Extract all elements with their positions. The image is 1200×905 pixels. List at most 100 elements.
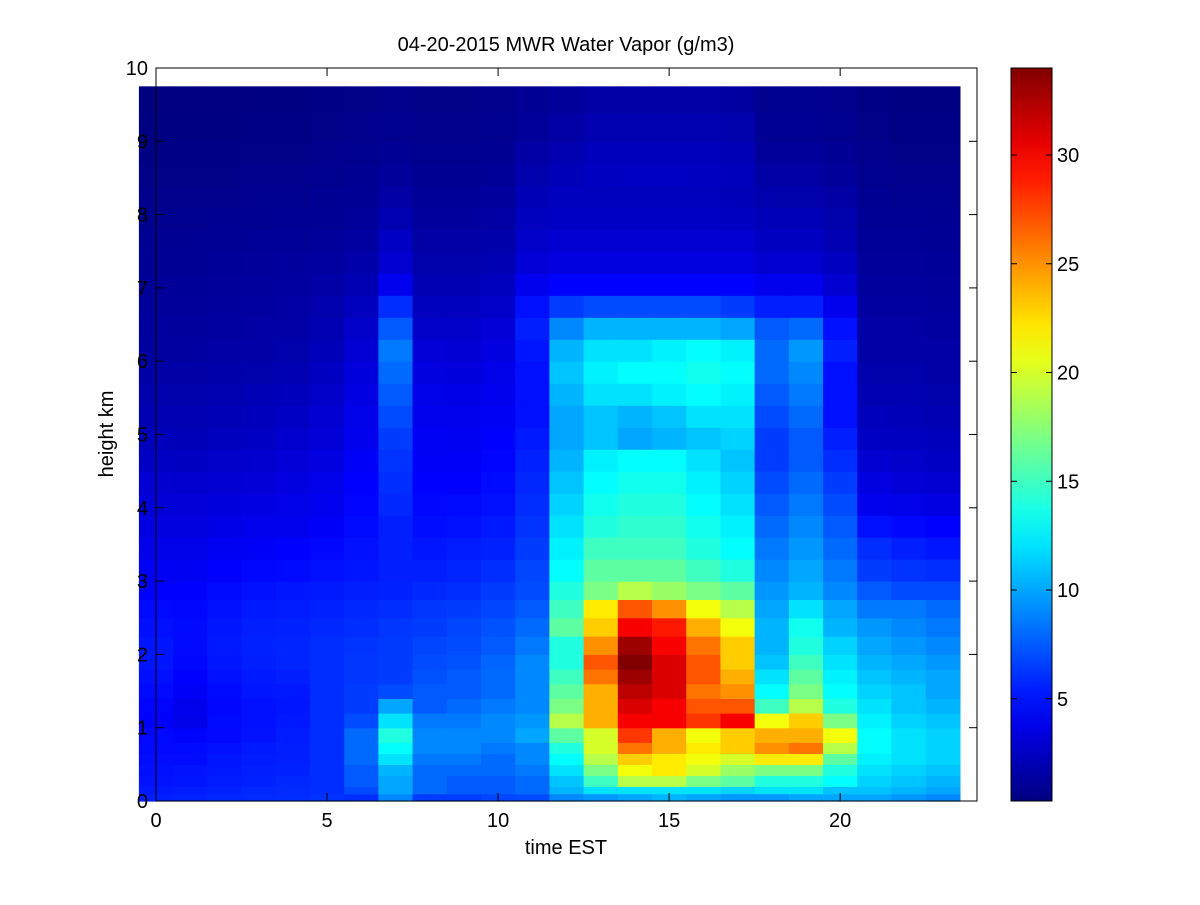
heatmap-cell [344, 427, 379, 450]
heatmap-cell [309, 405, 345, 428]
heatmap-cell [754, 317, 790, 340]
heatmap-cell [652, 786, 687, 795]
heatmap-cell [309, 317, 345, 340]
heatmap-cell [617, 427, 653, 450]
y-tick-label: 4 [137, 498, 148, 520]
heatmap-cell [241, 559, 277, 582]
heatmap-cell [891, 764, 927, 776]
heatmap-cell [891, 493, 927, 516]
heatmap-cell [309, 742, 345, 754]
heatmap-cell [823, 86, 858, 113]
heatmap-cell [720, 251, 756, 274]
heatmap-cell [857, 537, 893, 560]
heatmap-cell [275, 764, 311, 776]
heatmap-cell [617, 493, 653, 516]
heatmap-cell [686, 683, 722, 699]
heatmap-cell [652, 339, 687, 362]
heatmap-cell [207, 383, 243, 406]
x-tick-label: 15 [658, 810, 680, 832]
heatmap-cell [788, 111, 824, 142]
heatmap-cell [617, 713, 653, 729]
heatmap-cell [823, 273, 858, 296]
heatmap-cell [583, 515, 619, 538]
heatmap-cell [515, 617, 550, 637]
heatmap-cell [549, 141, 585, 164]
heatmap-cell [720, 141, 756, 164]
heatmap-cell [891, 141, 927, 164]
heatmap-cell [549, 559, 585, 582]
heatmap-cell [515, 317, 550, 340]
heatmap-cell [720, 559, 756, 582]
heatmap-cell [754, 581, 790, 601]
heatmap-cell [275, 581, 311, 601]
heatmap-cell [925, 251, 961, 274]
heatmap-cell [207, 251, 243, 274]
heatmap-cell [309, 493, 345, 516]
heatmap-cell [583, 111, 619, 142]
heatmap-cell [241, 427, 277, 450]
heatmap-cell [241, 251, 277, 274]
heatmap-cell [720, 405, 756, 428]
heatmap-cell [480, 698, 516, 714]
heatmap-cell [617, 383, 653, 406]
heatmap-cell [583, 229, 619, 252]
heatmap-cell [173, 793, 208, 802]
heatmap-cell [515, 273, 550, 296]
heatmap-cell [480, 753, 516, 765]
heatmap-cell [686, 764, 722, 776]
heatmap-cell [344, 273, 379, 296]
heatmap-cell [617, 727, 653, 743]
heatmap-cell [583, 405, 619, 428]
heatmap-cell [754, 405, 790, 428]
heatmap-cell [378, 599, 414, 619]
heatmap-cell [309, 141, 345, 164]
heatmap-cell [207, 636, 243, 655]
heatmap-cell [515, 537, 550, 560]
heatmap-cell [515, 793, 550, 802]
heatmap-cell [275, 141, 311, 164]
heatmap-cell [788, 471, 824, 494]
heatmap-cell [686, 229, 722, 252]
heatmap-cell [617, 654, 653, 670]
heatmap-cell [823, 449, 858, 472]
heatmap-cell [241, 753, 277, 765]
heatmap-cell [207, 742, 243, 754]
heatmap-cell [652, 559, 687, 582]
heatmap-cell [344, 581, 379, 601]
heatmap-cell [446, 786, 482, 795]
heatmap-cell [891, 669, 927, 685]
heatmap-cell [275, 599, 311, 619]
heatmap-cell [378, 669, 414, 685]
heatmap-cell [480, 163, 516, 186]
heatmap-cell [480, 295, 516, 318]
heatmap-cell [241, 599, 277, 619]
heatmap-cell [823, 317, 858, 340]
heatmap-cell [515, 669, 550, 685]
heatmap-cell [344, 764, 379, 776]
heatmap-cell [720, 793, 756, 802]
heatmap-cell [857, 427, 893, 450]
heatmap-cell [480, 713, 516, 729]
heatmap-cell [344, 599, 379, 619]
heatmap-cell [173, 141, 208, 164]
heatmap-cell [275, 383, 311, 406]
heatmap-cell [207, 339, 243, 362]
heatmap-cell [891, 383, 927, 406]
heatmap-cell [378, 764, 414, 776]
heatmap-cell [446, 273, 482, 296]
heatmap-cell [173, 698, 208, 714]
heatmap-cell [754, 515, 790, 538]
heatmap-cell [652, 317, 687, 340]
heatmap-cell [207, 317, 243, 340]
heatmap-cell [857, 361, 893, 384]
heatmap-cell [891, 111, 927, 142]
heatmap-cell [652, 727, 687, 743]
heatmap-cell [823, 141, 858, 164]
heatmap-cell [788, 295, 824, 318]
heatmap-cell [275, 727, 311, 743]
heatmap-cell [412, 775, 448, 787]
heatmap-cell [583, 493, 619, 516]
heatmap-cell [480, 537, 516, 560]
